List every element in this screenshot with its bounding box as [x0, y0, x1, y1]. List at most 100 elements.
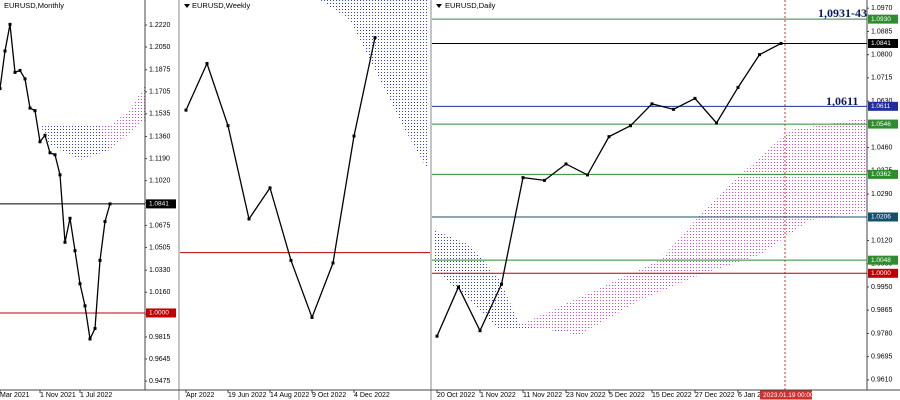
price-bar [331, 261, 335, 265]
price-bar [779, 41, 783, 45]
price-bar [13, 70, 17, 74]
price-bar [715, 121, 718, 125]
y-tick-label: 1.1705 [149, 89, 171, 96]
price-bar [586, 173, 589, 177]
level-tag-label: 1.0841 [149, 201, 169, 208]
level-tag-label: 1.0000 [871, 270, 891, 277]
x-tick-label: 23 Nov 2022 [566, 392, 606, 399]
cloud [520, 118, 866, 335]
price-bar [23, 77, 27, 81]
price-bar [521, 176, 525, 180]
y-tick-label: 1.0630 [871, 98, 893, 105]
level-tag [868, 169, 898, 179]
price-bar [63, 240, 67, 244]
x-tick-label: 5 Dec 2022 [609, 392, 645, 399]
y-tick-label: 1.0505 [149, 244, 171, 251]
level-tag-label: 1.0048 [871, 257, 891, 264]
price-bar [58, 173, 62, 177]
level-tag [868, 212, 898, 222]
annotation: 1,0611 [826, 94, 858, 108]
y-tick-label: 1.1875 [149, 67, 171, 74]
level-tag-label: 1.0000 [149, 310, 169, 317]
price-bar [98, 258, 102, 262]
level-tag [868, 38, 898, 48]
price-bar [88, 337, 92, 341]
price-bar [478, 329, 482, 333]
price-bar [247, 217, 251, 221]
level-tag-label: 1.0611 [871, 103, 891, 110]
y-tick-label: 1.1190 [149, 155, 170, 162]
level-tag-label: 1.0206 [871, 214, 891, 221]
price-bar [226, 124, 230, 128]
x-tick-label: 15 Dec 2022 [652, 392, 692, 399]
price-bar [629, 124, 632, 128]
price-bar [78, 282, 82, 286]
x-tick-label: 4 Dec 2022 [354, 392, 390, 399]
y-tick-label: 1.1535 [149, 111, 171, 118]
y-tick-label: 0.9695 [871, 354, 893, 361]
panel-menu-icon [436, 4, 442, 8]
price-bar [543, 178, 546, 182]
level-tag [868, 255, 898, 265]
price-bar [736, 85, 740, 89]
panel-title: EURUSD,Monthly [4, 1, 64, 10]
price-bar [310, 315, 314, 319]
panel-title: EURUSD,Daily [445, 1, 496, 10]
price-bar [33, 109, 37, 113]
price-bar [268, 186, 272, 190]
price-bar [650, 102, 654, 106]
price-bar [18, 68, 22, 72]
x-tick-label: Mar 2021 [0, 392, 30, 399]
price-bar [43, 133, 47, 137]
price-bar [373, 36, 377, 40]
price-bar [48, 151, 52, 155]
x-tick-label: 1 Jul 2022 [80, 392, 112, 399]
price-bar [289, 258, 293, 262]
x-tick-label: 19 Jun 2022 [228, 392, 267, 399]
price-bar [758, 53, 761, 57]
cloud [320, 0, 428, 170]
y-tick-label: 1.0970 [871, 5, 893, 12]
level-tag-label: 1.0546 [871, 121, 891, 128]
price-bar [184, 108, 188, 112]
cloud [434, 230, 580, 335]
y-tick-label: 1.0460 [871, 144, 893, 151]
cursor-tag [760, 390, 812, 400]
level-tag-label: 1.0362 [871, 171, 891, 178]
price-bar [8, 22, 12, 26]
level-tag-label: 1.0930 [871, 16, 891, 23]
y-tick-label: 1.0160 [149, 289, 171, 296]
level-tag [868, 14, 898, 24]
price-bar [73, 249, 77, 253]
panel-title: EURUSD,Weekly [192, 1, 250, 10]
annotation: 1,0931-43 [818, 6, 867, 20]
x-tick-label: 1 Nov 2021 [40, 392, 76, 399]
y-tick-label: 1.0885 [871, 28, 893, 35]
y-tick-label: 1.1020 [149, 178, 171, 185]
price-bar [352, 134, 356, 138]
cloud [40, 125, 110, 160]
x-tick-label: 27 Dec 2022 [695, 392, 735, 399]
y-tick-label: 1.0330 [149, 267, 171, 274]
price-bar [693, 96, 697, 100]
price-bar [457, 285, 460, 289]
y-tick-label: 1.0675 [149, 222, 171, 229]
x-tick-label: 9 Oct 2022 [312, 392, 346, 399]
y-tick-label: 1.0120 [871, 237, 893, 244]
price-bar [93, 327, 97, 331]
price-bar [3, 49, 7, 53]
price-bar [108, 202, 112, 206]
y-tick-label: 1.0290 [871, 191, 893, 198]
x-tick-label: 1 Nov 2022 [480, 392, 516, 399]
price-line [185, 37, 376, 320]
level-tag [868, 268, 898, 278]
x-tick-label: 6 Jan 2023 [738, 392, 773, 399]
y-tick-label: 1.0715 [871, 75, 893, 82]
price-bar [68, 216, 72, 220]
y-tick-label: 1.0800 [871, 52, 893, 59]
x-tick-label: Apr 2022 [186, 392, 215, 399]
price-bar [38, 140, 42, 144]
price-bar [564, 162, 568, 166]
level-tag [146, 199, 176, 209]
